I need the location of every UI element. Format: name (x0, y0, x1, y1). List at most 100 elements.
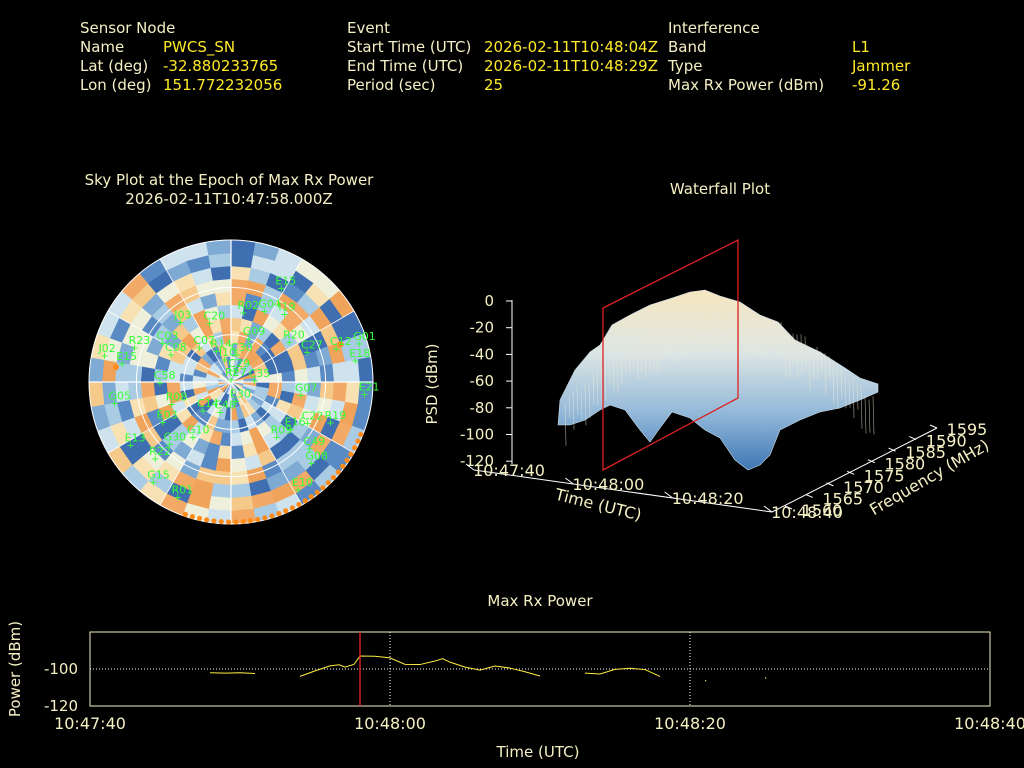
strip-y-axis-label: Power (dBm) (6, 621, 24, 717)
psd-surface-streak (860, 386, 863, 429)
interference-band-value: L1 (852, 38, 870, 56)
sky-satellite-marker: + (167, 400, 175, 411)
sky-marker-dot (325, 480, 331, 486)
interference-band-row: Band L1 (668, 38, 910, 57)
sky-plot-subtitle: 2026-02-11T10:47:58.000Z (125, 190, 333, 208)
sky-marker-dot (296, 501, 302, 508)
sky-satellite-marker: + (332, 344, 340, 355)
interference-power-label: Max Rx Power (dBm) (668, 76, 825, 94)
sky-satellite-label: G09 (243, 325, 266, 338)
psd-surface-streak (852, 377, 855, 419)
interference-band-label: Band (668, 38, 707, 56)
sky-satellite-label: G30 (164, 430, 187, 443)
power-trace-line (584, 667, 661, 677)
sky-satellite-label: C03 (157, 330, 179, 343)
sky-satellite-label: C20 (203, 310, 225, 323)
sky-satellite-label: E03 (157, 408, 178, 421)
sky-satellite-label: E16 (285, 416, 306, 429)
sky-marker-dot (344, 457, 350, 463)
sky-satellite-marker: + (272, 432, 280, 443)
psd-surface-streak (856, 385, 859, 410)
event-start-row: Start Time (UTC) 2026-02-11T10:48:04Z (347, 38, 658, 57)
sky-satellite-marker: + (286, 425, 294, 436)
psd-surface-streak (820, 351, 823, 374)
sensor-node-heading: Sensor Node (80, 19, 176, 37)
sky-satellite-label: E13 (125, 432, 146, 445)
psd-surface-streak (836, 369, 839, 410)
psd-surface-streak (800, 334, 803, 374)
sky-marker-dot (340, 463, 346, 469)
sky-satellite-label: C48 (214, 399, 236, 412)
interference-panel: Interference Band L1 Type Jammer Max Rx Po… (668, 19, 910, 95)
sky-satellite-label: I10 (219, 346, 236, 359)
sky-satellites: +R27+C30+G09+I10+R14+C07+R02+C20+J03 +G04… (97, 274, 379, 503)
frequency-tick (929, 424, 938, 429)
sky-satellite-marker: + (280, 310, 288, 321)
sky-satellite-label: E18 (349, 347, 370, 360)
psd-surface-streak (792, 333, 795, 363)
sky-marker-dot (225, 519, 232, 525)
frequency-tick (784, 505, 793, 510)
sky-satellite-marker: + (233, 350, 241, 361)
sky-marker-dot (330, 474, 336, 481)
sky-grid (88, 239, 374, 525)
sky-marker-dot (269, 513, 275, 519)
psd-surface-streak (840, 369, 843, 400)
psd-surface-streak (712, 306, 715, 334)
sky-marker-dot (302, 498, 308, 504)
waterfall-epoch-plane (602, 238, 739, 472)
strip-x-axis-label: Time (UTC) (496, 743, 580, 761)
sky-satellite-label: C22 (302, 410, 324, 423)
time-tick (664, 491, 673, 499)
psd-surface-streak (816, 346, 819, 380)
psd-surface-streak (668, 319, 671, 352)
frequency-tick (909, 436, 917, 441)
event-start-label: Start Time (UTC) (347, 38, 472, 56)
sky-satellite-marker: + (303, 419, 311, 430)
sky-marker-dot (182, 511, 189, 517)
sky-satellite-marker: + (165, 439, 173, 450)
psd-surface-streak (720, 313, 723, 351)
strip-y-tick-label: -100 (44, 660, 78, 678)
psd-surface-streak (672, 317, 675, 348)
psd-surface (557, 289, 879, 471)
time-axis-line (473, 469, 773, 513)
psd-surface-streak (568, 395, 571, 418)
psd-surface-streak (612, 358, 615, 392)
frequency-tick (846, 470, 855, 475)
psd-surface-streak (844, 378, 847, 409)
sky-satellite-label: E21 (359, 381, 380, 394)
interference-power-row: Max Rx Power (dBm) -91.26 (668, 76, 910, 95)
sky-satellite-marker: + (260, 307, 268, 318)
sky-satellite-label: R01 (172, 483, 194, 496)
event-end-value: 2026-02-11T10:48:29Z (484, 57, 658, 75)
psd-surface-streak (788, 336, 791, 378)
sky-satellite-marker: + (230, 366, 238, 377)
sky-satellite-label: R22 (149, 445, 171, 458)
sky-satellite-marker: + (212, 347, 220, 358)
psd-surface-streak (832, 364, 835, 405)
psd-tick-label: -100 (460, 426, 494, 444)
sky-marker-dot (308, 494, 314, 500)
psd-surface-streak (696, 311, 699, 353)
frequency-tick (867, 459, 876, 464)
waterfall-title: Waterfall Plot (669, 180, 771, 198)
sky-markers (113, 341, 364, 525)
power-trace-point (705, 680, 707, 682)
psd-surface-streak (740, 314, 743, 337)
psd-surface-streak (640, 342, 643, 372)
frequency-tick-label: 1595 (947, 420, 988, 439)
sky-satellite-marker: + (195, 343, 203, 354)
sky-marker-dot (335, 469, 341, 475)
psd-surface-streak (724, 310, 727, 334)
power-trace-line (299, 655, 541, 677)
psd-surface-streak (676, 319, 679, 362)
sky-satellite-label: E30 (230, 387, 251, 400)
sky-marker-dot (189, 513, 196, 520)
psd-surface-streak (752, 315, 755, 353)
psd-surface-streak (764, 318, 767, 355)
psd-surface-streak (584, 384, 587, 426)
time-tick-label: 10:48:20 (672, 489, 744, 508)
sky-satellite-marker: + (307, 458, 315, 469)
sky-satellite-marker: + (110, 399, 118, 410)
